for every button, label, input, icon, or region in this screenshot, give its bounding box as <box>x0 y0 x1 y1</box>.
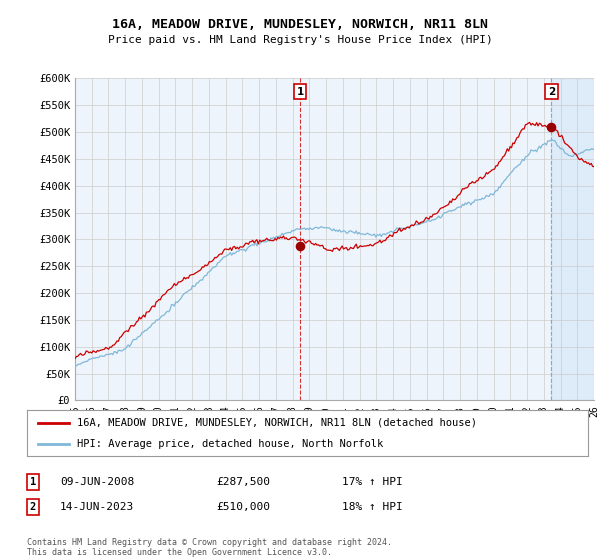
Text: 2: 2 <box>548 87 555 97</box>
Text: 17% ↑ HPI: 17% ↑ HPI <box>342 477 403 487</box>
Text: 1: 1 <box>30 477 36 487</box>
Text: 16A, MEADOW DRIVE, MUNDESLEY, NORWICH, NR11 8LN: 16A, MEADOW DRIVE, MUNDESLEY, NORWICH, N… <box>112 18 488 31</box>
Text: 09-JUN-2008: 09-JUN-2008 <box>60 477 134 487</box>
Text: 1: 1 <box>296 87 304 97</box>
Text: 16A, MEADOW DRIVE, MUNDESLEY, NORWICH, NR11 8LN (detached house): 16A, MEADOW DRIVE, MUNDESLEY, NORWICH, N… <box>77 418 478 428</box>
Text: 18% ↑ HPI: 18% ↑ HPI <box>342 502 403 512</box>
Text: £287,500: £287,500 <box>216 477 270 487</box>
Text: 14-JUN-2023: 14-JUN-2023 <box>60 502 134 512</box>
Point <box>295 241 305 250</box>
Text: 2: 2 <box>30 502 36 512</box>
Text: HPI: Average price, detached house, North Norfolk: HPI: Average price, detached house, Nort… <box>77 439 384 449</box>
Point <box>547 122 556 131</box>
Text: Contains HM Land Registry data © Crown copyright and database right 2024.
This d: Contains HM Land Registry data © Crown c… <box>27 538 392 557</box>
Text: £510,000: £510,000 <box>216 502 270 512</box>
Bar <box>551 78 594 400</box>
Text: Price paid vs. HM Land Registry's House Price Index (HPI): Price paid vs. HM Land Registry's House … <box>107 35 493 45</box>
